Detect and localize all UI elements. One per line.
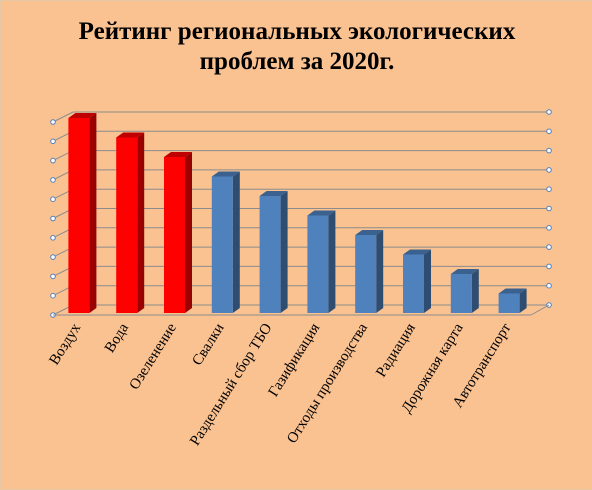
- tick-mark: [50, 215, 56, 222]
- tick-mark: [50, 235, 56, 241]
- tick-mark: [546, 282, 552, 289]
- tick-mark: [50, 273, 56, 280]
- x-tick-label: Раздельный сбор ТБО: [187, 321, 275, 449]
- x-tick-label: Вода: [102, 320, 132, 355]
- bar: [450, 274, 472, 313]
- bar: [164, 157, 185, 313]
- bar-top: [307, 210, 336, 216]
- tick-mark: [546, 244, 552, 250]
- bar-side: [328, 210, 336, 313]
- tick-mark: [546, 205, 552, 212]
- tick-mark: [546, 128, 552, 135]
- bar-side: [185, 152, 192, 313]
- bar-top: [211, 171, 240, 177]
- tick-mark: [50, 177, 56, 183]
- axis-line: [530, 304, 550, 316]
- tick-mark: [546, 109, 552, 115]
- bar-top: [450, 269, 479, 274]
- tick-mark: [546, 225, 552, 231]
- x-tick-label: Свалки: [189, 321, 227, 369]
- bar-side: [519, 288, 527, 313]
- bar-side: [280, 191, 288, 313]
- bar-side: [376, 230, 384, 313]
- tick-mark: [546, 263, 552, 270]
- bar-side: [232, 171, 240, 313]
- grid-line: [52, 111, 549, 123]
- bar: [498, 293, 520, 313]
- bar-top: [498, 288, 527, 294]
- bar: [68, 118, 90, 313]
- tick-mark: [50, 292, 56, 299]
- bar-top: [116, 132, 145, 138]
- tick-mark: [50, 254, 56, 260]
- bar: [307, 215, 329, 313]
- bar-top: [68, 113, 97, 118]
- tick-mark: [50, 196, 56, 202]
- chart-title: Рейтинг региональных экологических пробл…: [78, 18, 516, 75]
- tick-mark: [546, 147, 552, 154]
- bar-side: [89, 113, 97, 313]
- tick-mark: [546, 186, 552, 192]
- tick-mark: [50, 138, 56, 145]
- bar-top: [164, 152, 192, 157]
- bar: [259, 196, 281, 313]
- tick-mark: [50, 119, 56, 125]
- tick-mark: [546, 167, 552, 173]
- x-tick-label: Радиация: [373, 321, 419, 381]
- bar-top: [259, 191, 288, 196]
- bar: [403, 254, 424, 313]
- bar-top: [355, 230, 384, 235]
- x-tick-label: Озеленение: [127, 320, 180, 392]
- bar-top: [403, 249, 431, 255]
- bar-side: [424, 249, 431, 313]
- x-tick-label: Воздух: [46, 320, 84, 368]
- tick-mark: [50, 157, 56, 164]
- bar: [211, 176, 233, 313]
- bar: [116, 137, 138, 313]
- bar-side: [471, 269, 479, 313]
- bar-side: [137, 132, 145, 313]
- bar: [355, 235, 377, 313]
